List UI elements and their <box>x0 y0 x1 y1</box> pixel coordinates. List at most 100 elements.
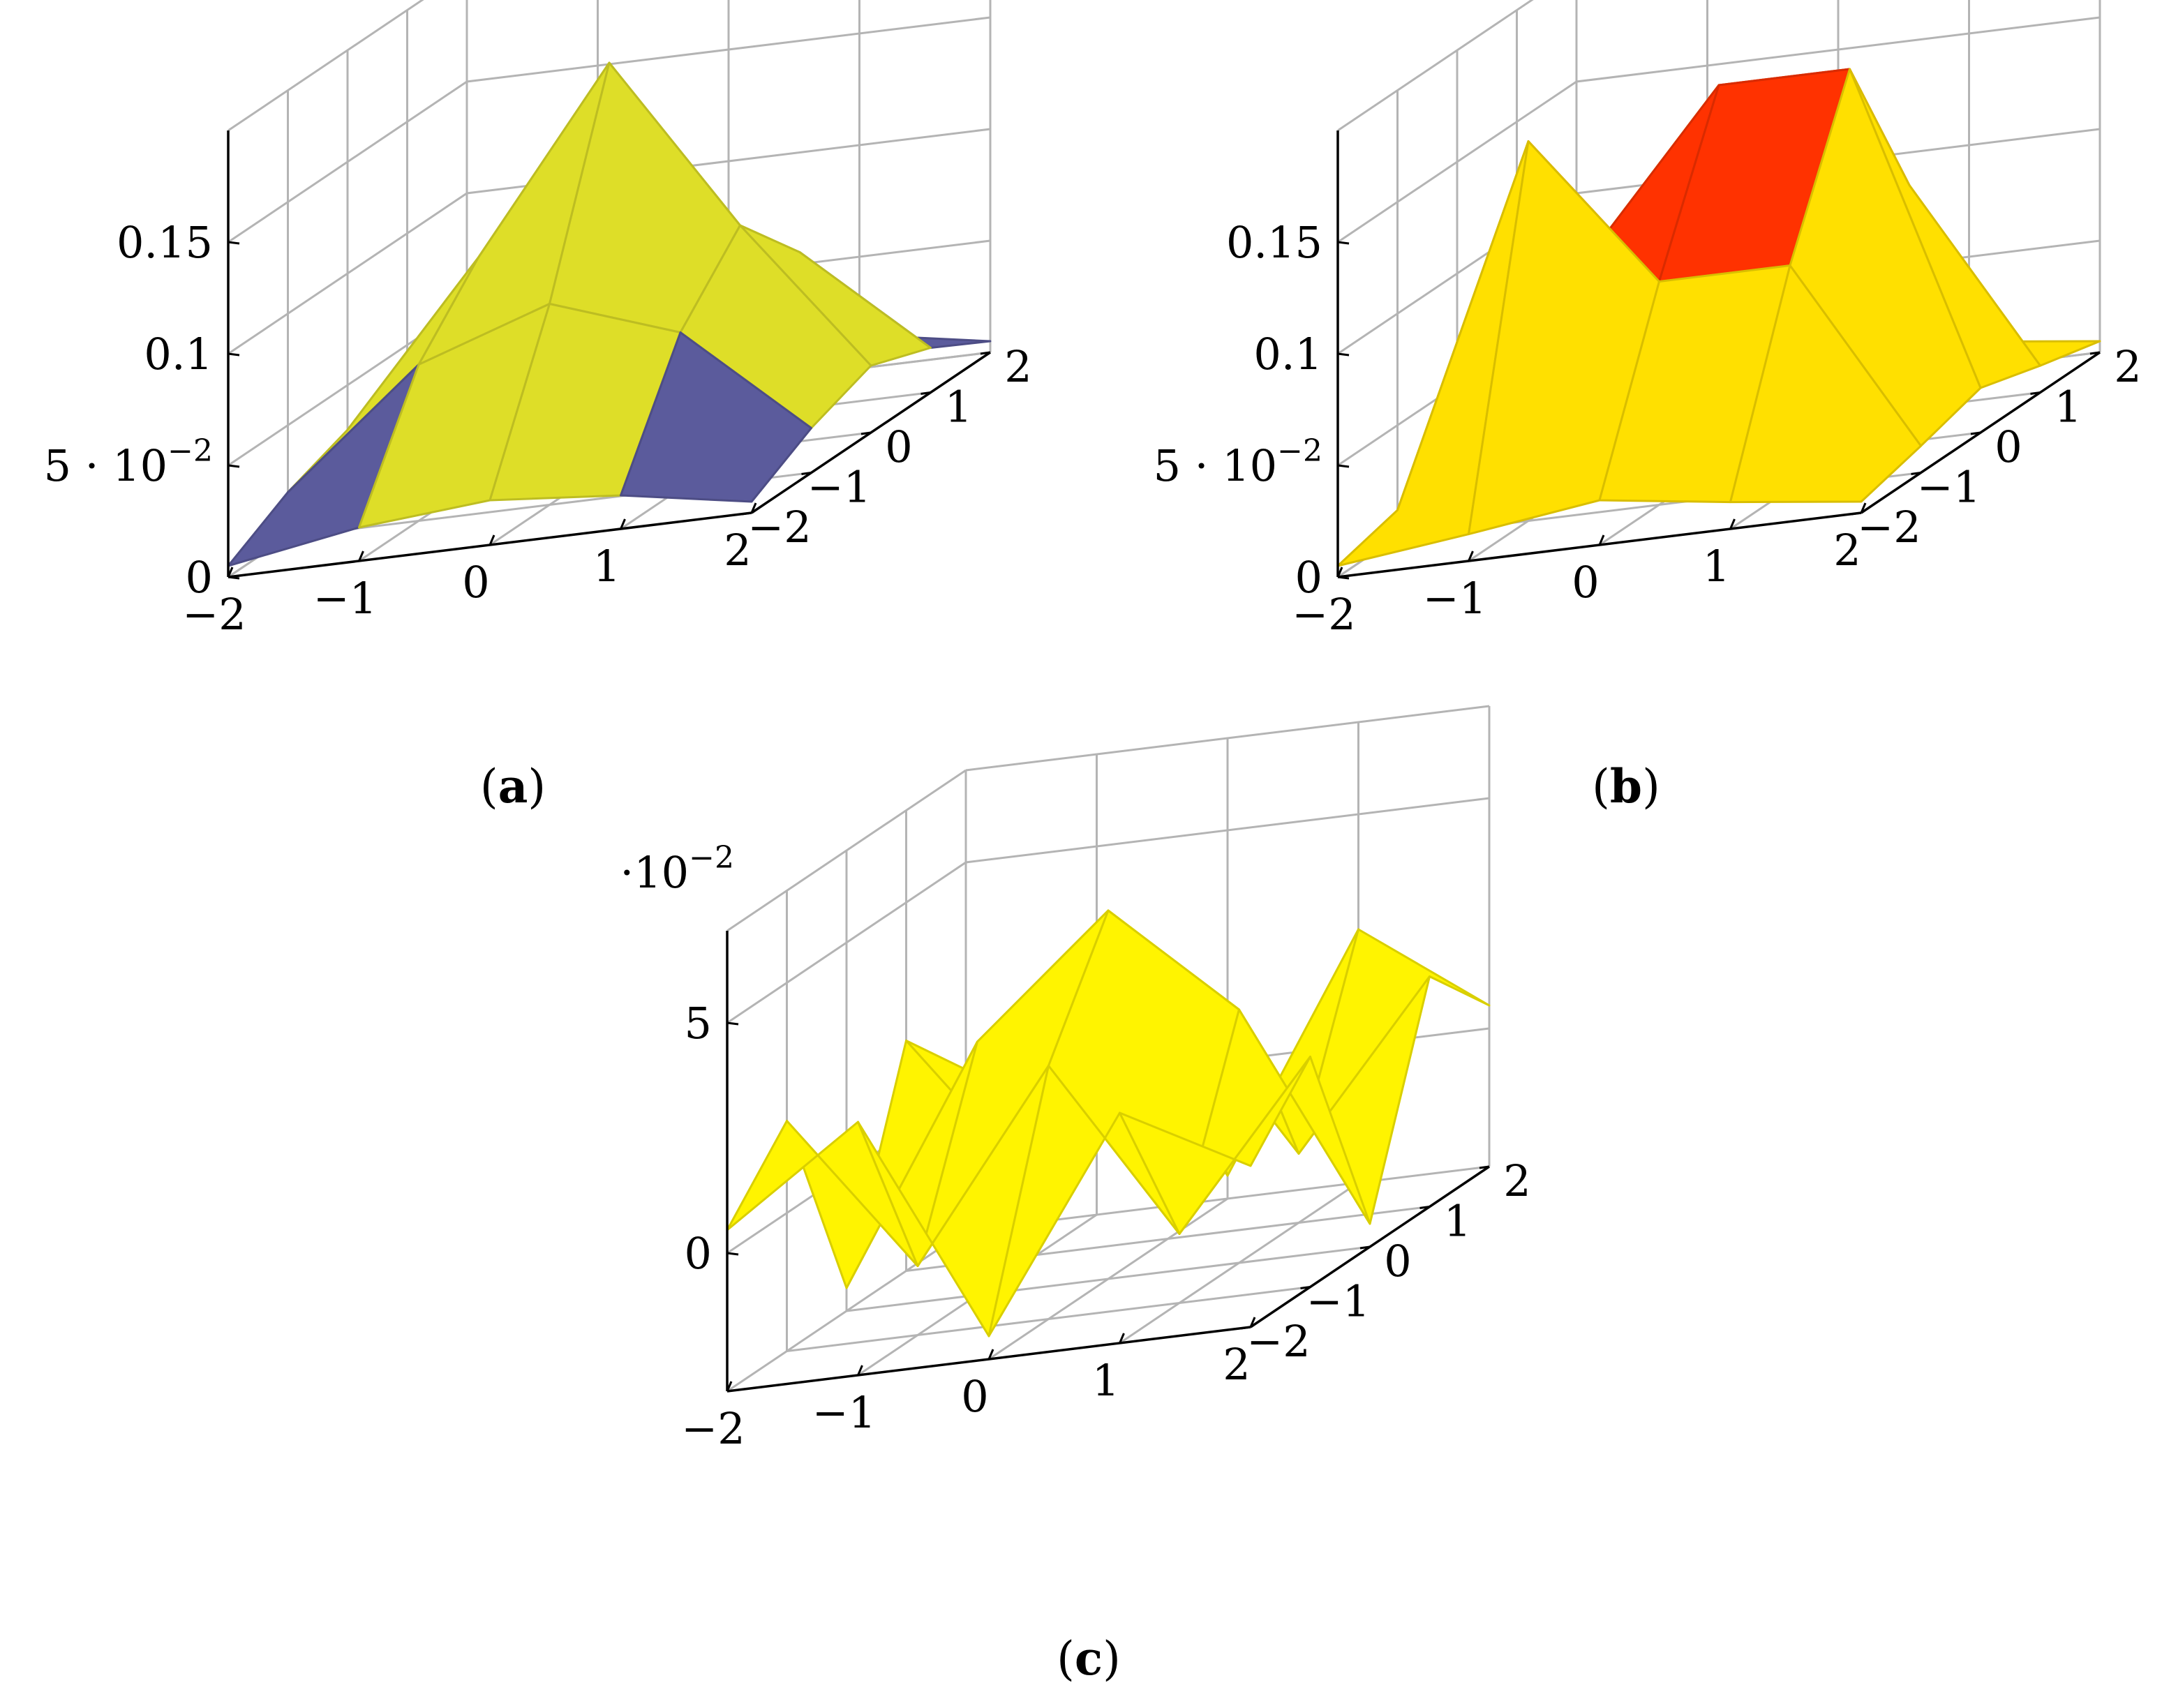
z-tick-label: 5 · 10−2 <box>1154 433 1322 491</box>
z-tick <box>1337 352 1350 357</box>
z-tick <box>228 576 240 580</box>
y-tick-label: 1 <box>945 382 972 433</box>
y-tick-label: −1 <box>807 462 871 513</box>
z-tick <box>726 1021 739 1026</box>
z-tick <box>228 241 240 245</box>
surface-patch <box>1729 264 1922 504</box>
x-tick <box>358 550 364 562</box>
y-tick-label: 0 <box>885 421 912 472</box>
caption-letter: a <box>498 759 528 814</box>
x-tick <box>1468 550 1474 562</box>
x-tick <box>726 1381 733 1392</box>
y-tick <box>801 472 812 475</box>
panel-caption: (b) <box>1592 759 1660 814</box>
x-tick <box>750 502 757 514</box>
x-tick-label: −1 <box>313 573 377 624</box>
y-tick-label: 0 <box>1384 1236 1411 1287</box>
y-tick-label: 0 <box>1995 421 2022 472</box>
surface-patch <box>1119 1056 1311 1235</box>
z-tick <box>228 352 240 357</box>
x-tick <box>987 1349 994 1360</box>
z-multiplier: ·10−2 <box>620 840 734 898</box>
x-tick <box>1598 534 1605 546</box>
x-tick <box>1336 567 1343 578</box>
y-tick-label: 1 <box>2055 382 2082 433</box>
y-tick <box>1359 1245 1371 1250</box>
x-tick <box>1860 502 1867 514</box>
caption-open: ( <box>1057 1632 1075 1686</box>
y-tick <box>741 511 752 516</box>
y-tick <box>2089 351 2101 355</box>
x-tick-label: 1 <box>593 541 620 592</box>
caption-close: ) <box>1103 1632 1121 1686</box>
z-tick-label: 0.1 <box>144 329 213 380</box>
z-tick-label: 0.15 <box>117 217 213 268</box>
x-tick <box>1249 1317 1256 1328</box>
axes <box>227 130 991 580</box>
z-tick <box>726 1252 739 1256</box>
y-tick <box>1479 1165 1490 1169</box>
caption-close: ) <box>1642 760 1660 814</box>
y-tick-label: −2 <box>1246 1316 1310 1367</box>
x-tick-label: 2 <box>1223 1339 1250 1390</box>
box-edge <box>228 0 424 132</box>
y-tick-label: 2 <box>1503 1155 1530 1206</box>
y-tick-label: −2 <box>1857 502 1921 553</box>
z-tick-exponent: −2 <box>167 433 213 469</box>
caption-letter: c <box>1075 1631 1103 1686</box>
x-tick <box>620 518 626 530</box>
z-tick-label: 0.15 <box>1226 217 1322 268</box>
y-tick <box>1851 511 1862 516</box>
x-tick-label: 0 <box>1572 557 1599 608</box>
box-edge <box>965 705 1490 772</box>
y-tick <box>860 431 872 435</box>
y-tick-label: 2 <box>2114 341 2141 392</box>
z-tick-label: 0 <box>685 1228 712 1279</box>
box-edge <box>1337 0 1534 132</box>
x-tick-label: −2 <box>681 1403 745 1454</box>
y-tick <box>1419 1206 1430 1209</box>
z-tick <box>1337 576 1350 580</box>
y-tick <box>1240 1326 1251 1330</box>
y-tick <box>920 391 931 395</box>
x-tick-label: 0 <box>462 557 489 608</box>
caption-close: ) <box>528 760 546 814</box>
axes <box>1336 130 2101 580</box>
x-tick-label: −1 <box>1423 573 1486 624</box>
x-tick-label: 2 <box>1833 525 1861 576</box>
grid-line <box>786 1286 1311 1352</box>
z-tick-label: 5 · 10−2 <box>44 433 213 491</box>
z-tick <box>1337 241 1350 245</box>
y-tick-label: 2 <box>1004 341 1031 392</box>
x-tick-label: −2 <box>1292 589 1355 640</box>
panel-caption: (c) <box>1057 1631 1121 1686</box>
y-tick-label: −2 <box>747 502 811 553</box>
axes <box>726 931 1490 1393</box>
y-tick-label: −1 <box>1306 1276 1370 1327</box>
caption-letter: b <box>1610 759 1642 814</box>
z-tick-exponent: −2 <box>1277 433 1322 469</box>
y-tick <box>1911 472 1921 475</box>
surface <box>1336 68 2101 567</box>
z-tick-label: 0 <box>186 552 213 603</box>
x-tick-label: 1 <box>1092 1355 1119 1406</box>
x-tick-label: −1 <box>812 1387 876 1438</box>
panel-caption: (a) <box>480 759 546 814</box>
caption-open: ( <box>1592 760 1610 814</box>
z-tick-label: 5 <box>685 998 712 1049</box>
y-tick-label: −1 <box>1917 462 1981 513</box>
x-tick-label: −2 <box>182 589 246 640</box>
caption-open: ( <box>480 760 498 814</box>
y-tick-label: 1 <box>1444 1196 1471 1247</box>
box-edge <box>726 769 967 932</box>
surface <box>726 909 1491 1338</box>
x-tick-label: 2 <box>724 525 751 576</box>
y-tick <box>980 351 991 355</box>
x-tick <box>1119 1333 1125 1344</box>
x-tick <box>489 534 495 546</box>
z-tick-label: 0 <box>1295 552 1322 603</box>
